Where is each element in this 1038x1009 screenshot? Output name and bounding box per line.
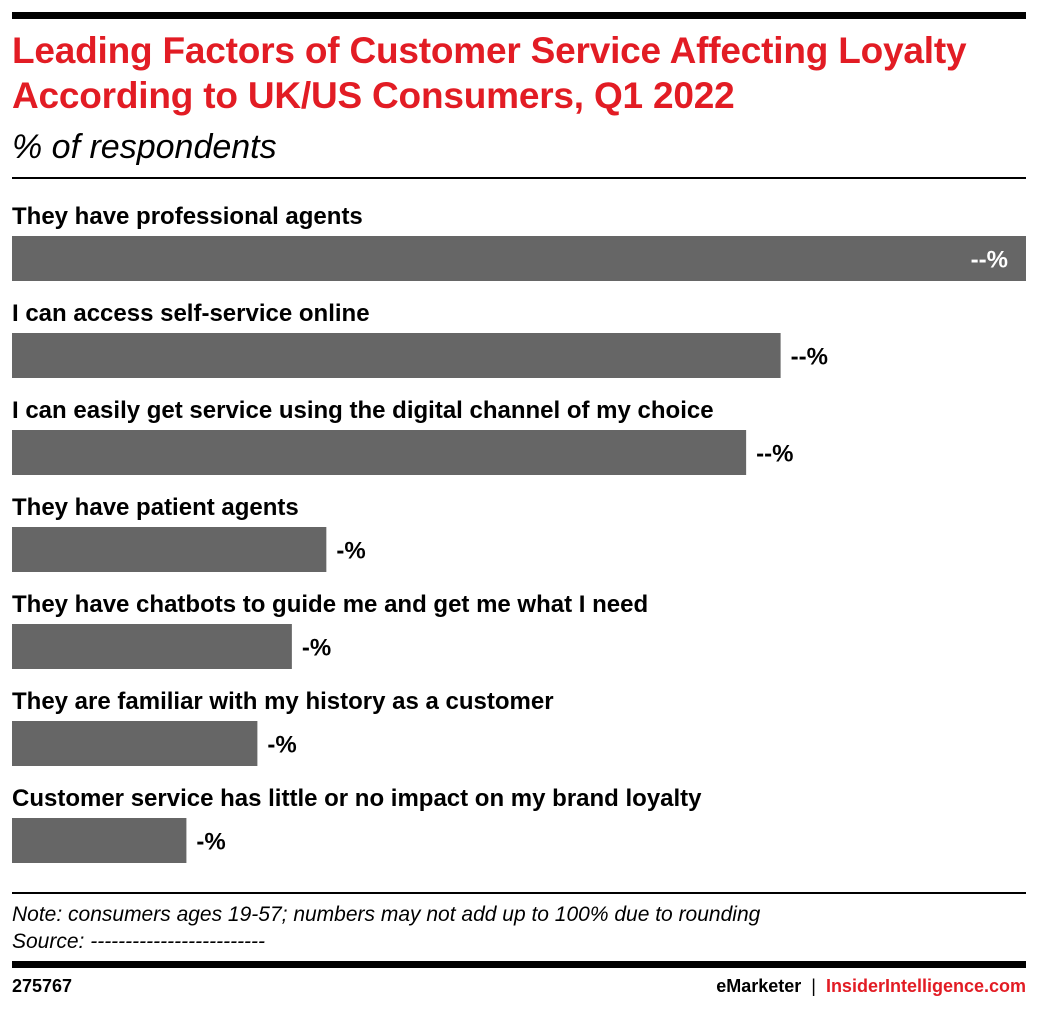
category-label: They have patient agents bbox=[12, 494, 299, 521]
bar bbox=[12, 333, 781, 378]
value-label: -% bbox=[302, 635, 331, 662]
bar-chart: They have professional agents --% I can ac… bbox=[12, 203, 1026, 863]
category-label: They have professional agents bbox=[12, 203, 363, 230]
bottom-rule bbox=[12, 961, 1026, 968]
value-label: --% bbox=[756, 441, 793, 468]
chart-subtitle: % of respondents bbox=[12, 128, 277, 166]
emarketer-logo-text: eMarketer bbox=[716, 976, 802, 996]
category-label: I can access self-service online bbox=[12, 300, 370, 327]
bar bbox=[12, 430, 747, 475]
chart-note: Note: consumers ages 19-57; numbers may … bbox=[12, 903, 761, 926]
value-label: -% bbox=[267, 732, 296, 759]
value-label: --% bbox=[791, 344, 828, 371]
value-label: -% bbox=[196, 829, 225, 856]
brand-footer: eMarketer | InsiderIntelligence.com bbox=[716, 975, 1026, 997]
bar bbox=[12, 236, 1026, 281]
category-label: They have chatbots to guide me and get m… bbox=[12, 591, 648, 618]
bar bbox=[12, 624, 292, 669]
top-rule bbox=[12, 12, 1026, 19]
brand-separator: | bbox=[811, 976, 816, 996]
header-rule bbox=[12, 177, 1026, 179]
bar bbox=[12, 721, 258, 766]
chart-id: 275767 bbox=[12, 976, 73, 996]
category-label: I can easily get service using the digit… bbox=[12, 397, 714, 424]
category-label: Customer service has little or no impact… bbox=[12, 785, 702, 812]
chart-source: Source: ------------------------- bbox=[12, 930, 266, 953]
value-label: --% bbox=[971, 247, 1008, 274]
bar bbox=[12, 527, 327, 572]
category-label: They are familiar with my history as a c… bbox=[12, 688, 554, 715]
value-label: -% bbox=[336, 538, 365, 565]
bar bbox=[12, 818, 187, 863]
chart-title: Leading Factors of Customer Service Affe… bbox=[12, 30, 967, 116]
notes-rule bbox=[12, 892, 1026, 894]
insider-intelligence-link[interactable]: InsiderIntelligence.com bbox=[825, 976, 1026, 996]
